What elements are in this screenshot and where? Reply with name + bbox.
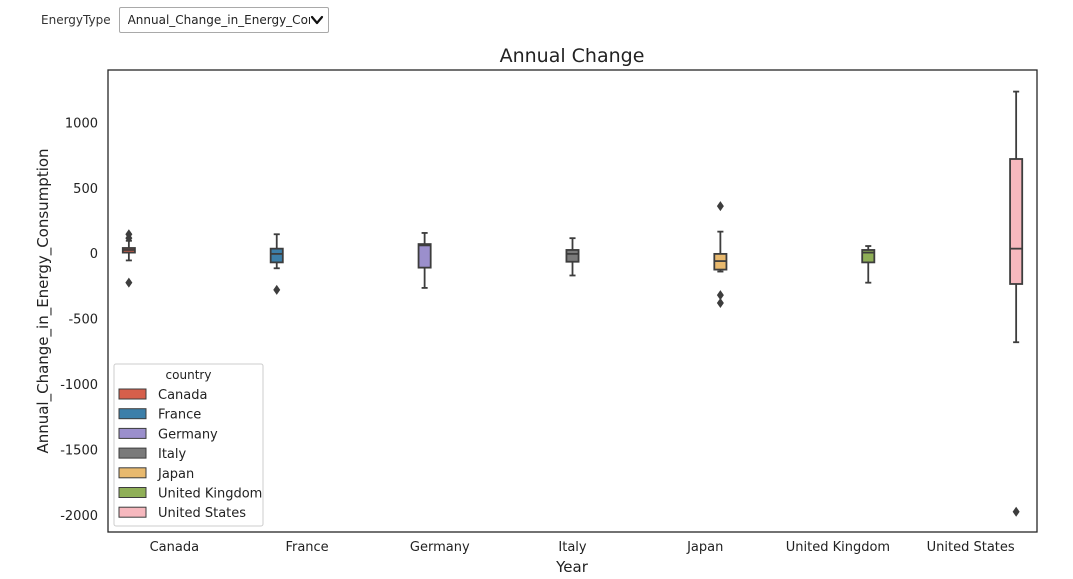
- outlier-point: [1012, 506, 1020, 517]
- energy-type-control: EnergyType Annual_Change_in_Energy_Consu…: [41, 7, 329, 33]
- y-tick-label: -1500: [60, 444, 98, 459]
- x-tick-label: United Kingdom: [786, 540, 890, 555]
- legend-swatch: [118, 447, 147, 459]
- box-body: [269, 247, 284, 264]
- legend-swatch: [118, 408, 147, 420]
- x-axis-label: Year: [555, 558, 589, 576]
- legend-label: Japan: [157, 467, 194, 482]
- x-axis-ticks: Canada France Germany Italy Japan United King…: [150, 540, 1015, 555]
- legend-swatch: [118, 487, 147, 498]
- energy-type-selected-value: Annual_Change_in_Energy_Consumption: [127, 13, 310, 27]
- legend-swatch: [118, 388, 147, 400]
- plot-frame: [107, 69, 1038, 533]
- y-tick-label: 1000: [65, 116, 98, 131]
- y-tick-label: -500: [68, 313, 98, 328]
- box-united-states: [1009, 90, 1024, 517]
- box-body: [417, 243, 432, 269]
- outlier-point: [716, 297, 724, 308]
- x-tick-label: Canada: [150, 540, 199, 555]
- box-united-kingdom: [861, 245, 876, 284]
- y-tick-label: -2000: [60, 509, 98, 524]
- chart-title: Annual Change: [500, 45, 645, 67]
- legend-label: United Kingdom: [158, 487, 262, 502]
- y-tick-label: 0: [90, 247, 98, 262]
- legend-label: Canada: [158, 388, 207, 403]
- outlier-point: [125, 233, 133, 244]
- box-canada: [121, 229, 136, 288]
- y-axis-label: Annual_Change_in_Energy_Consumption: [34, 148, 53, 453]
- box-body: [1009, 158, 1024, 285]
- y-tick-label: -1000: [60, 378, 98, 393]
- outlier-point: [716, 201, 724, 212]
- box-body: [565, 249, 580, 263]
- x-tick-label: United States: [927, 540, 1015, 555]
- legend-label: Italy: [158, 447, 187, 462]
- box-germany: [417, 232, 432, 289]
- legend-title: country: [166, 368, 212, 382]
- box-japan: [713, 201, 728, 308]
- legend-swatch: [118, 467, 147, 479]
- legend-label: United States: [158, 506, 246, 521]
- box-france: [269, 233, 284, 295]
- energy-type-select[interactable]: Annual_Change_in_Energy_Consumption: [118, 7, 329, 33]
- y-tick-label: 500: [73, 182, 98, 197]
- legend-swatch: [118, 427, 147, 439]
- outlier-point: [125, 277, 133, 288]
- x-tick-label: Germany: [410, 540, 470, 555]
- x-tick-label: Italy: [558, 540, 587, 555]
- box-series: [121, 90, 1024, 517]
- energy-type-label: EnergyType: [41, 13, 111, 27]
- legend: country Canada France Germany Italy Japan Unit…: [113, 363, 264, 527]
- chevron-down-icon: [310, 15, 323, 25]
- legend-label: France: [158, 408, 201, 423]
- x-tick-label: Japan: [686, 540, 723, 555]
- y-axis-ticks: -2000 -1500 -1000 -500 0 500 1000: [60, 116, 98, 524]
- x-tick-label: France: [285, 540, 328, 555]
- outlier-point: [273, 284, 281, 295]
- outlier-point: [716, 290, 724, 301]
- box-italy: [565, 237, 580, 277]
- legend-frame: [113, 363, 264, 527]
- legend-swatch: [118, 506, 147, 518]
- legend-label: Germany: [158, 427, 218, 442]
